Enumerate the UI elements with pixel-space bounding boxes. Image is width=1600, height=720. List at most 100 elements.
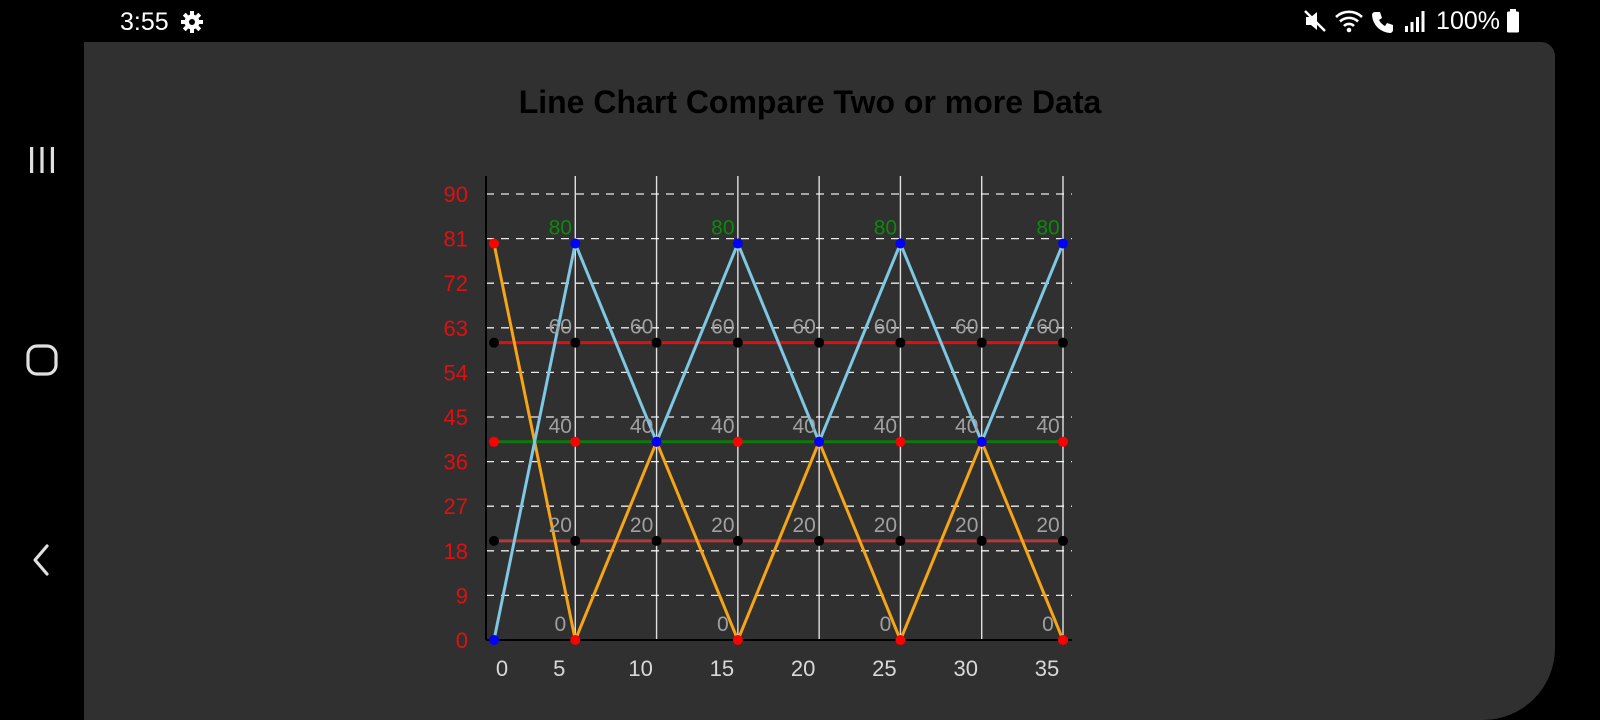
x-tick-label: 25 — [872, 656, 896, 681]
data-point — [570, 436, 581, 447]
data-label: 60 — [711, 316, 734, 339]
data-label: 40 — [1036, 415, 1059, 438]
data-label: 40 — [549, 415, 572, 438]
wifi-calling-icon — [1372, 12, 1394, 33]
back-icon — [33, 544, 49, 576]
data-label: 0 — [1042, 613, 1054, 636]
data-label: 40 — [630, 415, 653, 438]
data-label: 40 — [874, 415, 897, 438]
data-point — [570, 635, 581, 645]
data-label: 20 — [792, 514, 815, 537]
data-label: 20 — [549, 514, 572, 537]
data-point — [732, 635, 743, 645]
battery-percent: 100% — [1436, 6, 1500, 35]
data-label: 20 — [630, 514, 653, 537]
recent-apps-icon — [30, 147, 54, 173]
data-point — [732, 436, 743, 447]
data-point — [489, 337, 499, 348]
data-label: 20 — [711, 514, 734, 537]
data-label: 60 — [792, 316, 815, 339]
data-label: 60 — [955, 316, 978, 339]
data-point — [570, 535, 581, 546]
data-label: 0 — [717, 613, 729, 636]
data-label: 20 — [874, 514, 897, 537]
recent-apps-button[interactable] — [14, 132, 70, 188]
series-line-4 — [492, 242, 1065, 641]
x-tick-label: 30 — [953, 656, 977, 681]
settings-gear-icon — [181, 11, 203, 33]
data-label: 60 — [630, 316, 653, 339]
y-tick-label: 45 — [444, 405, 468, 430]
data-label: 20 — [955, 514, 978, 537]
data-point — [489, 238, 499, 249]
battery-icon — [1507, 9, 1519, 33]
data-label: 20 — [1036, 514, 1059, 537]
data-point — [489, 436, 499, 447]
data-label: 60 — [1036, 316, 1059, 339]
home-icon — [26, 344, 58, 376]
y-tick-label: 63 — [444, 316, 468, 341]
mute-icon — [1304, 10, 1326, 32]
y-tick-label: 9 — [456, 583, 468, 608]
y-tick-label: 18 — [444, 539, 468, 564]
data-point — [732, 337, 743, 348]
data-point — [895, 535, 906, 546]
data-label: 40 — [711, 415, 734, 438]
app-window: Line Chart Compare Two or more Data 60 60… — [84, 42, 1555, 720]
y-tick-label: 54 — [444, 360, 468, 385]
data-point — [895, 337, 906, 348]
data-label: 60 — [874, 316, 897, 339]
home-button[interactable] — [14, 332, 70, 388]
data-label: 0 — [880, 613, 892, 636]
wifi-icon — [1335, 10, 1363, 33]
data-label: 60 — [549, 316, 572, 339]
data-point — [1058, 635, 1068, 645]
data-point — [895, 436, 906, 447]
status-bar: 3:55 100% — [0, 0, 1600, 42]
data-label: 0 — [554, 613, 566, 636]
data-point — [732, 238, 743, 249]
x-tick-label: 15 — [710, 656, 734, 681]
data-point — [1058, 238, 1068, 249]
data-point — [489, 535, 499, 546]
data-point — [976, 535, 987, 546]
signal-icon — [1405, 11, 1425, 32]
status-time: 3:55 — [120, 8, 169, 36]
data-point — [895, 635, 906, 645]
data-point — [570, 337, 581, 348]
data-label: 80 — [711, 217, 734, 240]
y-tick-label: 72 — [444, 271, 468, 296]
data-point — [570, 238, 581, 249]
x-tick-label: 5 — [553, 656, 565, 681]
data-point — [814, 436, 825, 447]
y-tick-label: 81 — [444, 227, 468, 252]
data-point — [976, 436, 987, 447]
x-tick-label: 35 — [1035, 656, 1059, 681]
data-point — [895, 238, 906, 249]
y-tick-label: 90 — [444, 182, 468, 207]
navigation-bar — [0, 42, 84, 720]
back-button[interactable] — [14, 532, 70, 588]
data-point — [651, 535, 662, 546]
line-chart: 60 60 60 60 60 60 60 20 20 20 20 20 20 20 40 40 40 40 40 40… — [444, 176, 1072, 681]
data-label: 80 — [874, 217, 897, 240]
data-label: 80 — [549, 217, 572, 240]
data-point — [1058, 337, 1068, 348]
data-point — [651, 436, 662, 447]
x-tick-label: 10 — [628, 656, 652, 681]
data-point — [489, 635, 499, 645]
series-line-3 — [492, 243, 1065, 642]
y-tick-label: 27 — [444, 494, 468, 519]
y-tick-label: 36 — [444, 450, 468, 475]
y-tick-label: 0 — [456, 628, 468, 653]
data-label: 40 — [792, 415, 815, 438]
chart-title: Line Chart Compare Two or more Data — [518, 84, 1102, 120]
data-label: 40 — [955, 415, 978, 438]
data-point — [732, 535, 743, 546]
data-point — [814, 337, 825, 348]
data-point — [1058, 436, 1068, 447]
x-tick-label: 20 — [791, 656, 815, 681]
data-point — [814, 535, 825, 546]
data-point — [1058, 535, 1068, 546]
data-point — [976, 337, 987, 348]
